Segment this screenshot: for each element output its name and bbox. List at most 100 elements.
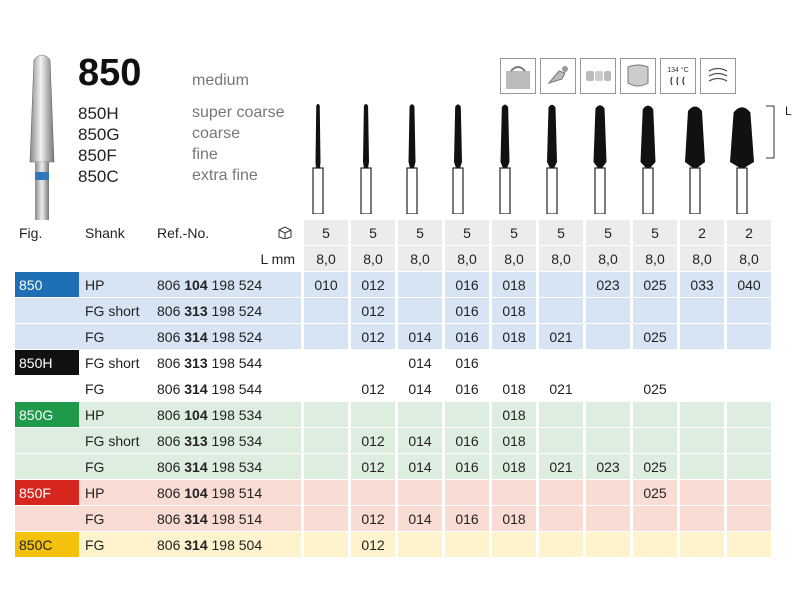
table-row: 850H FG short 806 313 198 544 014 016 — [15, 350, 771, 376]
ref-shank-code: 104 — [184, 406, 208, 423]
length-value: 8,0 — [677, 246, 724, 272]
fig-label: 850F — [15, 480, 79, 506]
size-cell: 025 — [630, 480, 677, 506]
bur-silhouette — [360, 104, 372, 214]
ref-number: 806 313 198 524 — [153, 298, 301, 324]
bur-silhouette — [685, 106, 705, 214]
sterilization-icon: 134 °C — [660, 58, 696, 94]
size-cell — [348, 480, 395, 506]
bur-silhouette — [406, 104, 418, 214]
size-cell: 014 — [395, 428, 442, 454]
size-cell — [442, 532, 489, 558]
pack-quantity: 5 — [442, 220, 489, 246]
ref-prefix: 806 — [157, 432, 181, 449]
shank-type: FG — [79, 532, 153, 558]
size-cell: 023 — [583, 454, 630, 480]
size-cell — [442, 480, 489, 506]
size-cell — [677, 428, 724, 454]
size-cell — [536, 272, 583, 298]
size-cell — [583, 480, 630, 506]
size-cell: 012 — [348, 298, 395, 324]
ref-number: 806 313 198 534 — [153, 428, 301, 454]
size-cell — [395, 402, 442, 428]
size-cell — [301, 402, 348, 428]
length-value: 8,0 — [442, 246, 489, 272]
size-cell: 016 — [442, 454, 489, 480]
size-cell: 014 — [395, 454, 442, 480]
length-label: L — [785, 104, 792, 118]
size-cell: 021 — [536, 324, 583, 350]
shank-type: HP — [79, 402, 153, 428]
table-row: FG short 806 313 198 534 012 014 016 018 — [15, 428, 771, 454]
bur-silhouette — [312, 103, 324, 214]
size-cell — [724, 506, 771, 532]
size-cell — [724, 454, 771, 480]
size-cell: 014 — [395, 324, 442, 350]
size-cell — [301, 480, 348, 506]
size-cell — [724, 324, 771, 350]
ref-shank-code: 313 — [184, 354, 208, 371]
pack-quantity: 5 — [489, 220, 536, 246]
ultrasonic-cleaning-icon — [700, 58, 736, 94]
ref-shank-code: 104 — [184, 276, 208, 293]
fig-label — [15, 506, 79, 532]
product-number: 850 — [78, 52, 142, 94]
size-cell: 040 — [724, 272, 771, 298]
size-cell — [583, 402, 630, 428]
table-row: FG 806 314 198 524 012 014 016 018 021 025 — [15, 324, 771, 350]
table-row: FG 806 314 198 534 012 014 016 018 021 023 025 — [15, 454, 771, 480]
size-cell: 018 — [489, 272, 536, 298]
pack-quantity: 5 — [583, 220, 630, 246]
sterilization-temperature: 134 °C — [667, 66, 688, 74]
variant-code: 850F — [78, 146, 117, 165]
ref-prefix: 806 — [157, 276, 181, 293]
size-cell — [677, 324, 724, 350]
bur-silhouette — [730, 107, 754, 214]
size-cell — [677, 350, 724, 376]
size-cell — [724, 480, 771, 506]
size-cell: 025 — [630, 272, 677, 298]
size-cell: 014 — [395, 376, 442, 402]
ref-suffix: 198 544 — [211, 354, 263, 371]
shank-type: FG — [79, 324, 153, 350]
ref-shank-code: 314 — [184, 510, 208, 527]
length-value: 8,0 — [536, 246, 583, 272]
size-cell: 012 — [348, 506, 395, 532]
size-cell — [536, 480, 583, 506]
size-cell — [724, 350, 771, 376]
bur-silhouette — [546, 104, 558, 214]
size-cell — [536, 298, 583, 324]
size-cell — [630, 506, 677, 532]
variant-code: 850C — [78, 167, 119, 186]
bridge-icon — [580, 58, 616, 94]
pack-quantity: 5 — [630, 220, 677, 246]
size-cell — [536, 428, 583, 454]
table-row: FG short 806 313 198 524 012 016 018 — [15, 298, 771, 324]
size-cell — [583, 532, 630, 558]
size-cell: 021 — [536, 376, 583, 402]
size-cell — [630, 428, 677, 454]
bur-silhouette — [499, 104, 511, 214]
length-value: 8,0 — [583, 246, 630, 272]
size-cell: 016 — [442, 298, 489, 324]
fig-label — [15, 454, 79, 480]
ref-shank-code: 313 — [184, 302, 208, 319]
size-cell — [536, 402, 583, 428]
veneer-icon — [620, 58, 656, 94]
header-fig: Fig. — [15, 220, 79, 246]
size-cell — [442, 402, 489, 428]
length-value: 8,0 — [395, 246, 442, 272]
dental-tool-icon — [540, 58, 576, 94]
ref-prefix: 806 — [157, 302, 181, 319]
ref-shank-code: 314 — [184, 328, 208, 345]
ref-number: 806 314 198 534 — [153, 454, 301, 480]
ref-suffix: 198 524 — [211, 302, 263, 319]
ref-number: 806 104 198 534 — [153, 402, 301, 428]
bur-silhouette — [593, 105, 607, 214]
ref-suffix: 198 514 — [211, 510, 263, 527]
crown-preparation-icon — [500, 58, 536, 94]
size-cell: 025 — [630, 454, 677, 480]
length-bracket — [766, 105, 775, 159]
size-cell — [583, 298, 630, 324]
